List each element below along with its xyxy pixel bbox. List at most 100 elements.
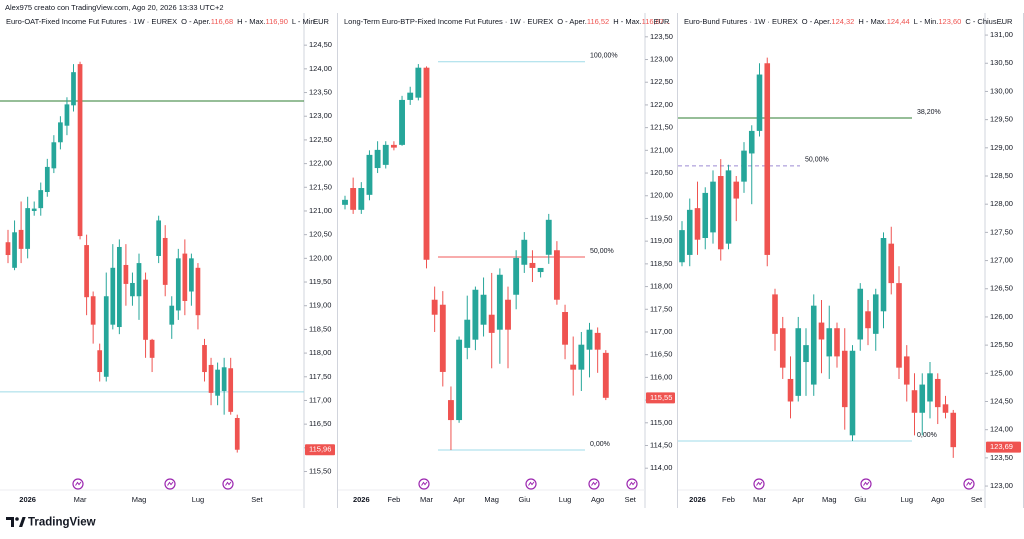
y-tick-label: 129,50 — [990, 115, 1013, 124]
candle-body — [686, 209, 693, 255]
y-axis-label: EUR — [997, 17, 1013, 26]
caption: Alex975 creato con TradingView.com, Ago … — [5, 3, 224, 12]
candle-body — [342, 199, 348, 205]
chart-panel: Euro-Bund Futures · 1W · EUREX O - Aper.1… — [678, 13, 1024, 508]
candle-body — [123, 264, 129, 284]
candle-body — [130, 282, 135, 297]
y-tick-label: 128,00 — [990, 199, 1013, 208]
x-tick-label: Set — [971, 495, 983, 504]
y-tick-label: 115,00 — [650, 418, 672, 427]
candle-body — [58, 122, 63, 143]
candle-body — [162, 237, 168, 285]
legend-key: O - Aper. — [181, 17, 211, 26]
candle-body — [136, 263, 142, 297]
candle-body — [578, 344, 585, 370]
y-tick-label: 123,50 — [309, 88, 332, 97]
y-tick-label: 119,50 — [309, 277, 331, 286]
x-tick-label: Mag — [822, 495, 837, 504]
candle-body — [911, 390, 918, 413]
x-tick-label: Lug — [559, 495, 572, 504]
candle-body — [234, 417, 240, 450]
candle-body — [215, 369, 220, 396]
event-icon — [167, 481, 174, 486]
legend-key: H - Max. — [858, 17, 886, 26]
candle-body — [202, 345, 207, 373]
x-tick-label: Ago — [931, 495, 944, 504]
candle-body — [12, 232, 17, 268]
last-price-box — [986, 441, 1021, 453]
candle-body — [756, 74, 763, 131]
chart-title: Long-Term Euro-BTP-Fixed Income Fut Futu… — [344, 17, 553, 26]
x-tick-label: Feb — [722, 495, 735, 504]
candle-body — [764, 63, 771, 255]
y-tick-label: 120,50 — [309, 230, 332, 239]
y-tick-label: 119,00 — [309, 301, 331, 310]
y-tick-label: 120,00 — [650, 191, 673, 200]
x-tick-label: Mag — [484, 495, 499, 504]
y-tick-label: 118,50 — [309, 324, 331, 333]
chart-title-line: Euro-Bund Futures · 1W · EUREX O - Aper.1… — [684, 17, 1005, 26]
candle-body — [431, 299, 438, 315]
candle-body — [110, 267, 116, 325]
candle-body — [143, 279, 148, 340]
candle-body — [529, 262, 536, 268]
candle-body — [407, 92, 414, 100]
x-tick-label: Feb — [387, 495, 400, 504]
candle-body — [496, 274, 503, 330]
candle-body — [390, 144, 397, 148]
candle-body — [872, 294, 879, 334]
candle-body — [779, 328, 786, 368]
x-tick-label: Lug — [192, 495, 205, 504]
candle-body — [399, 99, 405, 145]
candle-body — [169, 305, 175, 325]
y-tick-label: 120,00 — [309, 253, 332, 262]
candle-body — [888, 243, 895, 284]
candle-body — [38, 190, 44, 209]
candle-body — [175, 258, 181, 311]
x-tick-label: Mag — [132, 495, 147, 504]
candle-body — [195, 267, 201, 316]
level-label: 0,00% — [917, 432, 937, 439]
candle-body — [456, 339, 463, 421]
candle-body — [51, 142, 57, 169]
y-tick-label: 123,00 — [650, 55, 673, 64]
legend-key: C - Chius.... — [965, 17, 1005, 26]
candle-body — [358, 188, 365, 210]
candle-body — [849, 350, 856, 436]
legend-value: 124,44 — [887, 17, 910, 26]
y-tick-label: 121,00 — [650, 145, 673, 154]
candle-body — [350, 188, 357, 210]
x-tick-label: Giu — [854, 495, 866, 504]
event-icon — [863, 481, 870, 486]
x-tick-label: Set — [251, 495, 263, 504]
candle-body — [586, 329, 593, 350]
x-tick-label: Lug — [900, 495, 913, 504]
chart-panel: Euro-OAT-Fixed Income Fut Futures · 1W ·… — [0, 13, 338, 508]
chart-panel: Long-Term Euro-BTP-Fixed Income Fut Futu… — [338, 13, 678, 508]
candle-body — [521, 239, 528, 265]
candle-body — [795, 328, 802, 396]
candle-body — [810, 305, 817, 385]
x-tick-label: Apr — [453, 495, 465, 504]
candle-body — [182, 253, 188, 301]
y-tick-label: 126,50 — [990, 284, 1013, 293]
y-tick-label: 124,00 — [990, 425, 1013, 434]
candle-body — [448, 400, 454, 421]
y-tick-label: 122,50 — [309, 135, 332, 144]
candle-body — [826, 328, 833, 357]
y-axis-label: EUR — [654, 17, 670, 26]
event-icon — [756, 481, 763, 486]
candle-body — [97, 350, 103, 373]
candle-body — [841, 350, 848, 408]
x-tick-label: Mar — [420, 495, 433, 504]
event-marker — [72, 478, 84, 490]
candle-body — [480, 294, 487, 325]
candle-body — [694, 208, 701, 240]
y-tick-label: 124,00 — [309, 64, 332, 73]
y-tick-label: 117,00 — [650, 327, 672, 336]
candle-body — [787, 378, 794, 402]
last-price-box — [305, 444, 335, 456]
candle-body — [84, 245, 89, 298]
y-tick-label: 119,50 — [650, 213, 672, 222]
legend-value: 116,68 — [211, 17, 233, 26]
